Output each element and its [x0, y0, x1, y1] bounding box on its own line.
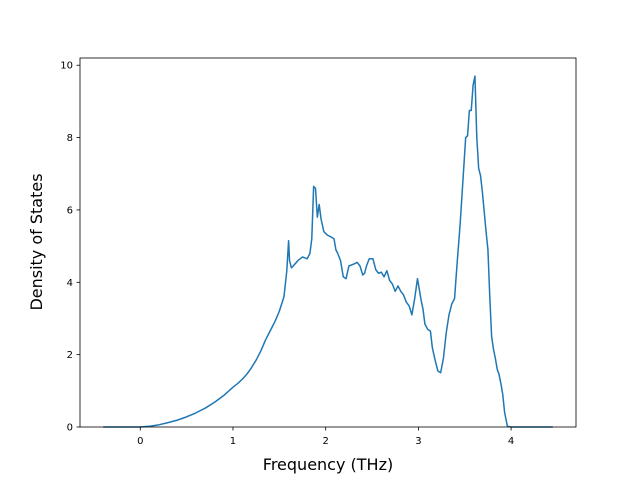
y-tick-label: 0	[67, 423, 73, 434]
dos-series-line-0	[103, 75, 553, 428]
y-tick-label: 10	[60, 61, 73, 72]
y-axis-label: Density of States	[27, 173, 46, 310]
x-tick-label: 3	[415, 436, 421, 447]
x-tick-label: 4	[508, 436, 514, 447]
x-tick-label: 1	[230, 436, 236, 447]
y-tick-label: 4	[67, 278, 73, 289]
axes-layer: 0 1 2 3 4 0 2 4 6 8 10	[60, 57, 577, 447]
y-tick-label: 6	[67, 205, 73, 216]
y-tick-label: 2	[67, 350, 73, 361]
x-tick-label: 2	[322, 436, 328, 447]
x-axis-label: Frequency (THz)	[263, 455, 393, 474]
plot-layer	[103, 75, 553, 428]
x-tick-label: 0	[137, 436, 143, 447]
plot-frame	[79, 57, 577, 428]
y-tick-label: 8	[67, 133, 73, 144]
